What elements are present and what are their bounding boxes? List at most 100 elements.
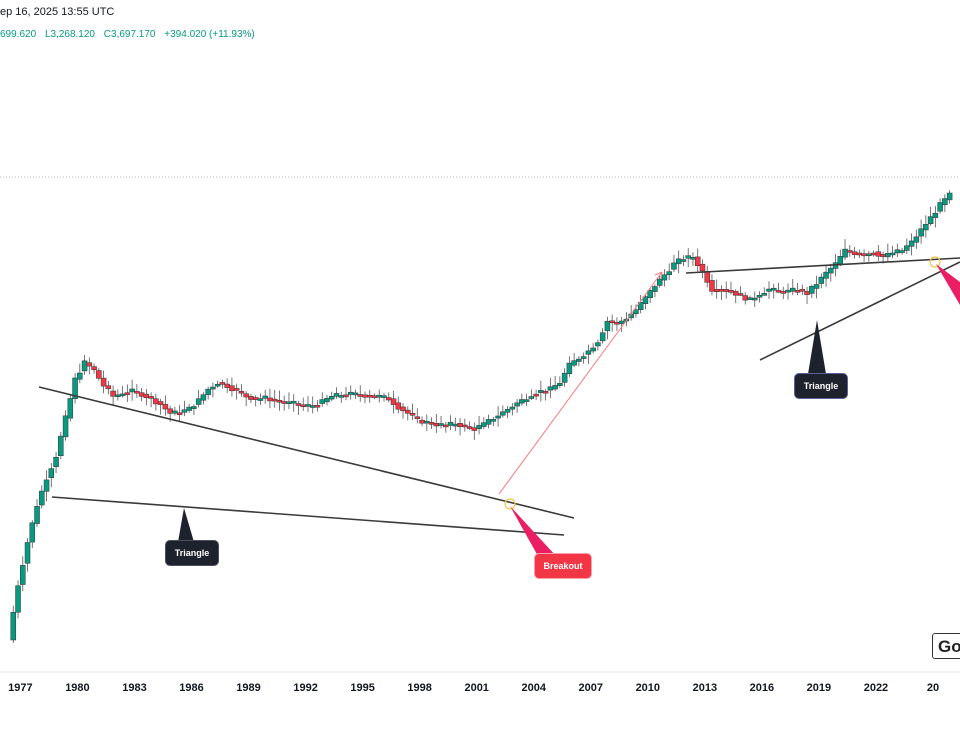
candle-body (656, 278, 663, 286)
candle-body (96, 370, 102, 379)
candle-body (899, 250, 905, 253)
candle-body (732, 291, 739, 296)
candle-body (181, 409, 188, 413)
x-tick-label: 1992 (293, 682, 317, 694)
candle-body (889, 252, 896, 256)
candle-body (162, 404, 169, 410)
breakout-marker-right (929, 256, 941, 268)
candle-body (942, 198, 948, 206)
candle-body (20, 565, 26, 585)
candle-body (77, 372, 83, 380)
candles-group (10, 190, 953, 643)
candle-body (138, 392, 145, 397)
candle-body (671, 262, 677, 270)
candle-body (590, 347, 596, 352)
candle-body (713, 289, 720, 292)
triangle-left-callout[interactable]: Triangle (165, 540, 219, 566)
candle-body (119, 393, 126, 397)
close-value: C3,697.170 (103, 29, 156, 40)
x-tick-label: 2013 (693, 682, 717, 694)
candle-body (542, 390, 549, 394)
candle-body (376, 394, 383, 398)
candle-body (290, 400, 297, 404)
candle-body (466, 426, 473, 429)
x-tick-label: 20 (927, 682, 939, 694)
left-triangle-upper-line[interactable] (38, 386, 575, 519)
candle-body (851, 251, 858, 255)
brand-logo: Go (932, 633, 960, 659)
candle-body (233, 388, 240, 391)
candle-body (443, 424, 449, 428)
projection-arrow-line[interactable] (498, 271, 663, 495)
candle-body (409, 413, 416, 416)
candle-body (547, 386, 554, 391)
candle-body (91, 366, 97, 371)
candle-body (519, 399, 525, 404)
candle-body (642, 296, 649, 304)
candle-body (295, 403, 302, 406)
candle-body (880, 254, 886, 258)
candle-body (823, 271, 829, 279)
candle-body (523, 399, 530, 402)
candle-body (276, 400, 283, 403)
left-triangle-lower-line[interactable] (51, 496, 565, 536)
candle-body (352, 392, 359, 396)
candle-body (509, 406, 516, 410)
candle-body (143, 393, 150, 399)
candle-body (414, 416, 421, 419)
candle-body (932, 212, 939, 218)
candle-body (585, 350, 592, 355)
candle-body (661, 274, 668, 281)
candle-body (737, 293, 744, 296)
low-value: L3,268.120 (44, 29, 95, 40)
candle-body (333, 393, 340, 397)
candle-body (908, 240, 915, 247)
candle-body (633, 309, 639, 315)
x-tick-label: 2019 (807, 682, 831, 694)
candle-body (504, 409, 511, 413)
candle-body (699, 263, 706, 272)
candle-body (357, 394, 363, 397)
breakout-callout[interactable]: Breakout (534, 553, 592, 579)
candle-body (452, 423, 459, 427)
candle-body (328, 395, 335, 400)
candle-body (100, 377, 107, 387)
candle-body (481, 422, 487, 427)
triangle-right-callout[interactable]: Triangle (794, 373, 848, 399)
candle-body (462, 424, 468, 428)
candle-body (861, 253, 867, 257)
breakout-right-pointer (936, 264, 960, 305)
candle-body (742, 295, 748, 301)
candle-body (438, 423, 444, 426)
candle-body (186, 406, 192, 411)
candle-body (609, 320, 615, 324)
candle-body (785, 289, 791, 293)
candle-body (105, 385, 112, 390)
candle-body (252, 397, 259, 400)
candle-body (67, 398, 74, 419)
candle-body (319, 399, 325, 404)
right-triangle-lower-line[interactable] (759, 261, 960, 361)
right-triangle-upper-line[interactable] (685, 257, 960, 274)
candle-body (923, 224, 929, 231)
candle-body (343, 394, 349, 398)
candle-body (262, 395, 268, 399)
candle-body (419, 419, 425, 424)
candle-body (561, 372, 568, 383)
candle-body (309, 405, 316, 408)
candle-body (362, 394, 368, 398)
candle-body (24, 542, 31, 564)
candle-body (528, 396, 535, 399)
candle-body (775, 290, 782, 293)
candle-body (747, 297, 753, 300)
x-tick-label: 1983 (122, 682, 146, 694)
candle-body (400, 406, 406, 412)
candle-body (243, 393, 249, 398)
candle-body (799, 289, 806, 292)
candle-body (937, 202, 943, 212)
x-tick-label: 1980 (65, 682, 89, 694)
candle-body (81, 360, 88, 372)
candle-body (514, 402, 520, 407)
candle-body (110, 390, 116, 397)
